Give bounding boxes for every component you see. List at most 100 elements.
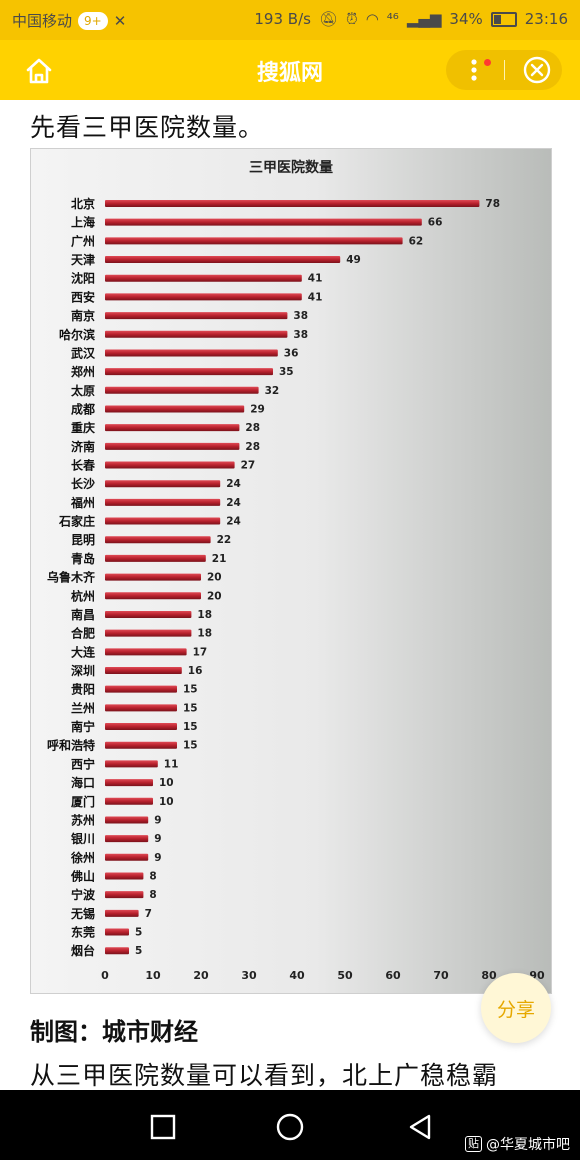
bar <box>105 218 422 226</box>
x-tick-label: 20 <box>193 969 209 982</box>
carrier-label: 中国移动 <box>12 12 73 30</box>
bar <box>105 386 259 394</box>
data-label: 36 <box>284 347 299 359</box>
bar <box>105 872 144 880</box>
bar <box>105 517 221 525</box>
notification-badge: 9+ <box>78 11 108 30</box>
more-button[interactable] <box>456 54 492 86</box>
square-icon <box>150 1114 176 1140</box>
bar <box>105 741 177 749</box>
close-button[interactable] <box>522 55 552 85</box>
data-label: 20 <box>207 572 222 584</box>
share-button[interactable]: 分享 <box>481 973 551 1043</box>
category-label: 大连 <box>71 644 96 659</box>
category-label: 哈尔滨 <box>59 327 95 342</box>
bar <box>105 368 273 376</box>
data-label: 5 <box>135 945 142 957</box>
x-tick-label: 30 <box>241 969 257 982</box>
data-label: 29 <box>250 403 265 415</box>
category-label: 徐州 <box>70 850 95 865</box>
category-label: 佛山 <box>70 868 95 883</box>
data-label: 24 <box>226 497 241 509</box>
data-label: 16 <box>188 665 203 677</box>
data-label: 41 <box>308 291 323 303</box>
data-label: 15 <box>183 702 198 714</box>
data-label: 10 <box>159 777 174 789</box>
network-speed: 193 B/s <box>254 10 311 28</box>
category-label: 兰州 <box>71 700 95 715</box>
data-label: 38 <box>293 310 308 322</box>
data-label: 7 <box>145 908 152 920</box>
bar <box>105 816 149 824</box>
category-label: 乌鲁木齐 <box>47 570 96 585</box>
category-label: 上海 <box>71 215 95 230</box>
bar <box>105 442 240 450</box>
data-label: 32 <box>265 385 280 397</box>
close-icon <box>523 56 551 84</box>
alarm-icon: ⏰︎ <box>345 10 358 28</box>
category-label: 长春 <box>71 458 96 473</box>
wifi-icon: ◠ <box>365 10 379 28</box>
clock: 23:16 <box>524 10 568 28</box>
bar <box>105 592 201 600</box>
signal-icon: ▂▄▆ <box>406 10 442 28</box>
bar <box>105 237 403 245</box>
home-nav-button[interactable] <box>273 1110 307 1144</box>
battery-percent: 34% <box>449 10 483 28</box>
data-label: 17 <box>193 646 208 658</box>
bar <box>105 648 187 656</box>
bar <box>105 274 302 282</box>
home-icon <box>26 58 52 84</box>
bar <box>105 835 149 843</box>
category-label: 重庆 <box>71 420 95 435</box>
bar <box>105 760 158 768</box>
bar <box>105 909 139 917</box>
notification-dot <box>484 59 491 66</box>
bar <box>105 947 129 955</box>
article-paragraph: 从三甲医院数量可以看到，北上广稳稳霸 <box>30 1061 499 1090</box>
article-content: 先看三甲医院数量。 三甲医院数量 北京 78 上海 66 广州 62 天津 49 沈阳 41 西安 41… <box>0 100 580 1090</box>
bar <box>105 797 153 805</box>
category-label: 宁波 <box>71 887 96 902</box>
category-label: 西宁 <box>71 756 95 771</box>
x-tick-label: 60 <box>385 969 401 982</box>
data-label: 28 <box>245 441 260 453</box>
watermark-text: @华夏城市吧 <box>486 1137 570 1153</box>
data-label: 18 <box>197 609 212 621</box>
data-label: 9 <box>154 814 161 826</box>
data-label: 62 <box>409 235 424 247</box>
bar <box>105 779 153 787</box>
category-label: 太原 <box>71 383 95 398</box>
data-label: 8 <box>149 889 156 901</box>
recents-button[interactable] <box>146 1110 180 1144</box>
data-label: 38 <box>293 329 308 341</box>
data-label: 9 <box>154 852 161 864</box>
usb-debug-icon: ✕ <box>113 11 127 30</box>
data-label: 9 <box>154 833 161 845</box>
x-tick-label: 70 <box>433 969 449 982</box>
bar <box>105 610 192 618</box>
data-label: 41 <box>308 273 323 285</box>
bar <box>105 853 149 861</box>
data-label: 11 <box>164 758 179 770</box>
category-label: 呼和浩特 <box>47 738 95 753</box>
data-label: 27 <box>241 460 256 472</box>
bar <box>105 498 221 506</box>
data-label: 28 <box>245 422 260 434</box>
category-label: 郑州 <box>71 364 95 379</box>
bar <box>105 536 211 544</box>
article-intro: 先看三甲医院数量。 <box>30 113 265 142</box>
bar <box>105 312 288 320</box>
capsule-divider <box>504 60 505 80</box>
data-label: 20 <box>207 590 222 602</box>
bar <box>105 685 177 693</box>
x-tick-label: 80 <box>481 969 497 982</box>
home-button[interactable] <box>22 54 56 88</box>
category-label: 成都 <box>71 401 95 416</box>
hospital-count-chart: 三甲医院数量 北京 78 上海 66 广州 62 天津 49 沈阳 41 西安 41 南京 38 哈尔滨 38 武… <box>30 148 552 994</box>
bar <box>105 293 302 301</box>
back-button[interactable] <box>403 1110 437 1144</box>
x-tick-label: 50 <box>337 969 353 982</box>
category-label: 银川 <box>71 831 95 846</box>
